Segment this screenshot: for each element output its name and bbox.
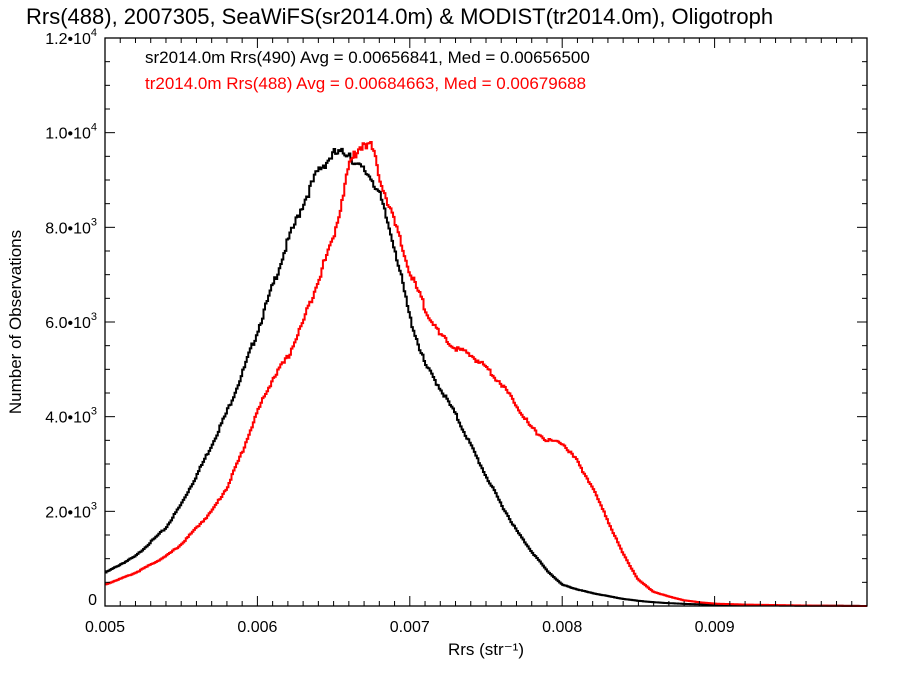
y-tick-label: 1.0•104 (45, 122, 97, 143)
x-tick-label: 0.005 (85, 619, 125, 636)
plot-area: 0.005 0.006 0.007 0.008 0.009 0 2.0•103 4.0•10… (45, 27, 868, 636)
y-tick-label: 1.2•104 (45, 27, 97, 48)
x-tick-label: 0.008 (542, 619, 582, 636)
x-axis-title: Rrs (str⁻¹) (448, 640, 524, 659)
y-tick-label: 8.0•103 (45, 216, 97, 237)
series-layer (105, 140, 867, 607)
series-line-2 (105, 140, 867, 607)
plot-frame (104, 37, 868, 607)
chart-title: Rrs(488), 2007305, SeaWiFS(sr2014.0m) & … (26, 4, 773, 29)
y-axis-title: Number of Observations (6, 230, 25, 414)
y-tick-label: 2.0•103 (45, 500, 97, 521)
x-axis-ticks: 0.005 0.006 0.007 0.008 0.009 (85, 38, 868, 636)
series-line-1 (105, 147, 867, 607)
y-axis-ticks: 0 2.0•103 4.0•103 6.0•103 8.0•103 1.0•104 1.2•… (45, 27, 867, 609)
x-tick-label: 0.009 (695, 619, 735, 636)
x-tick-label: 0.007 (390, 619, 430, 636)
legend-entry-2: tr2014.0m Rrs(488) Avg = 0.00684663, Med… (145, 74, 586, 93)
legend-entry-1: sr2014.0m Rrs(490) Avg = 0.00656841, Med… (145, 48, 590, 67)
legend: sr2014.0m Rrs(490) Avg = 0.00656841, Med… (145, 48, 590, 93)
y-tick-label: 0 (88, 592, 97, 609)
y-tick-label: 6.0•103 (45, 311, 97, 332)
y-tick-label: 4.0•103 (45, 406, 97, 427)
x-tick-label: 0.006 (237, 619, 277, 636)
